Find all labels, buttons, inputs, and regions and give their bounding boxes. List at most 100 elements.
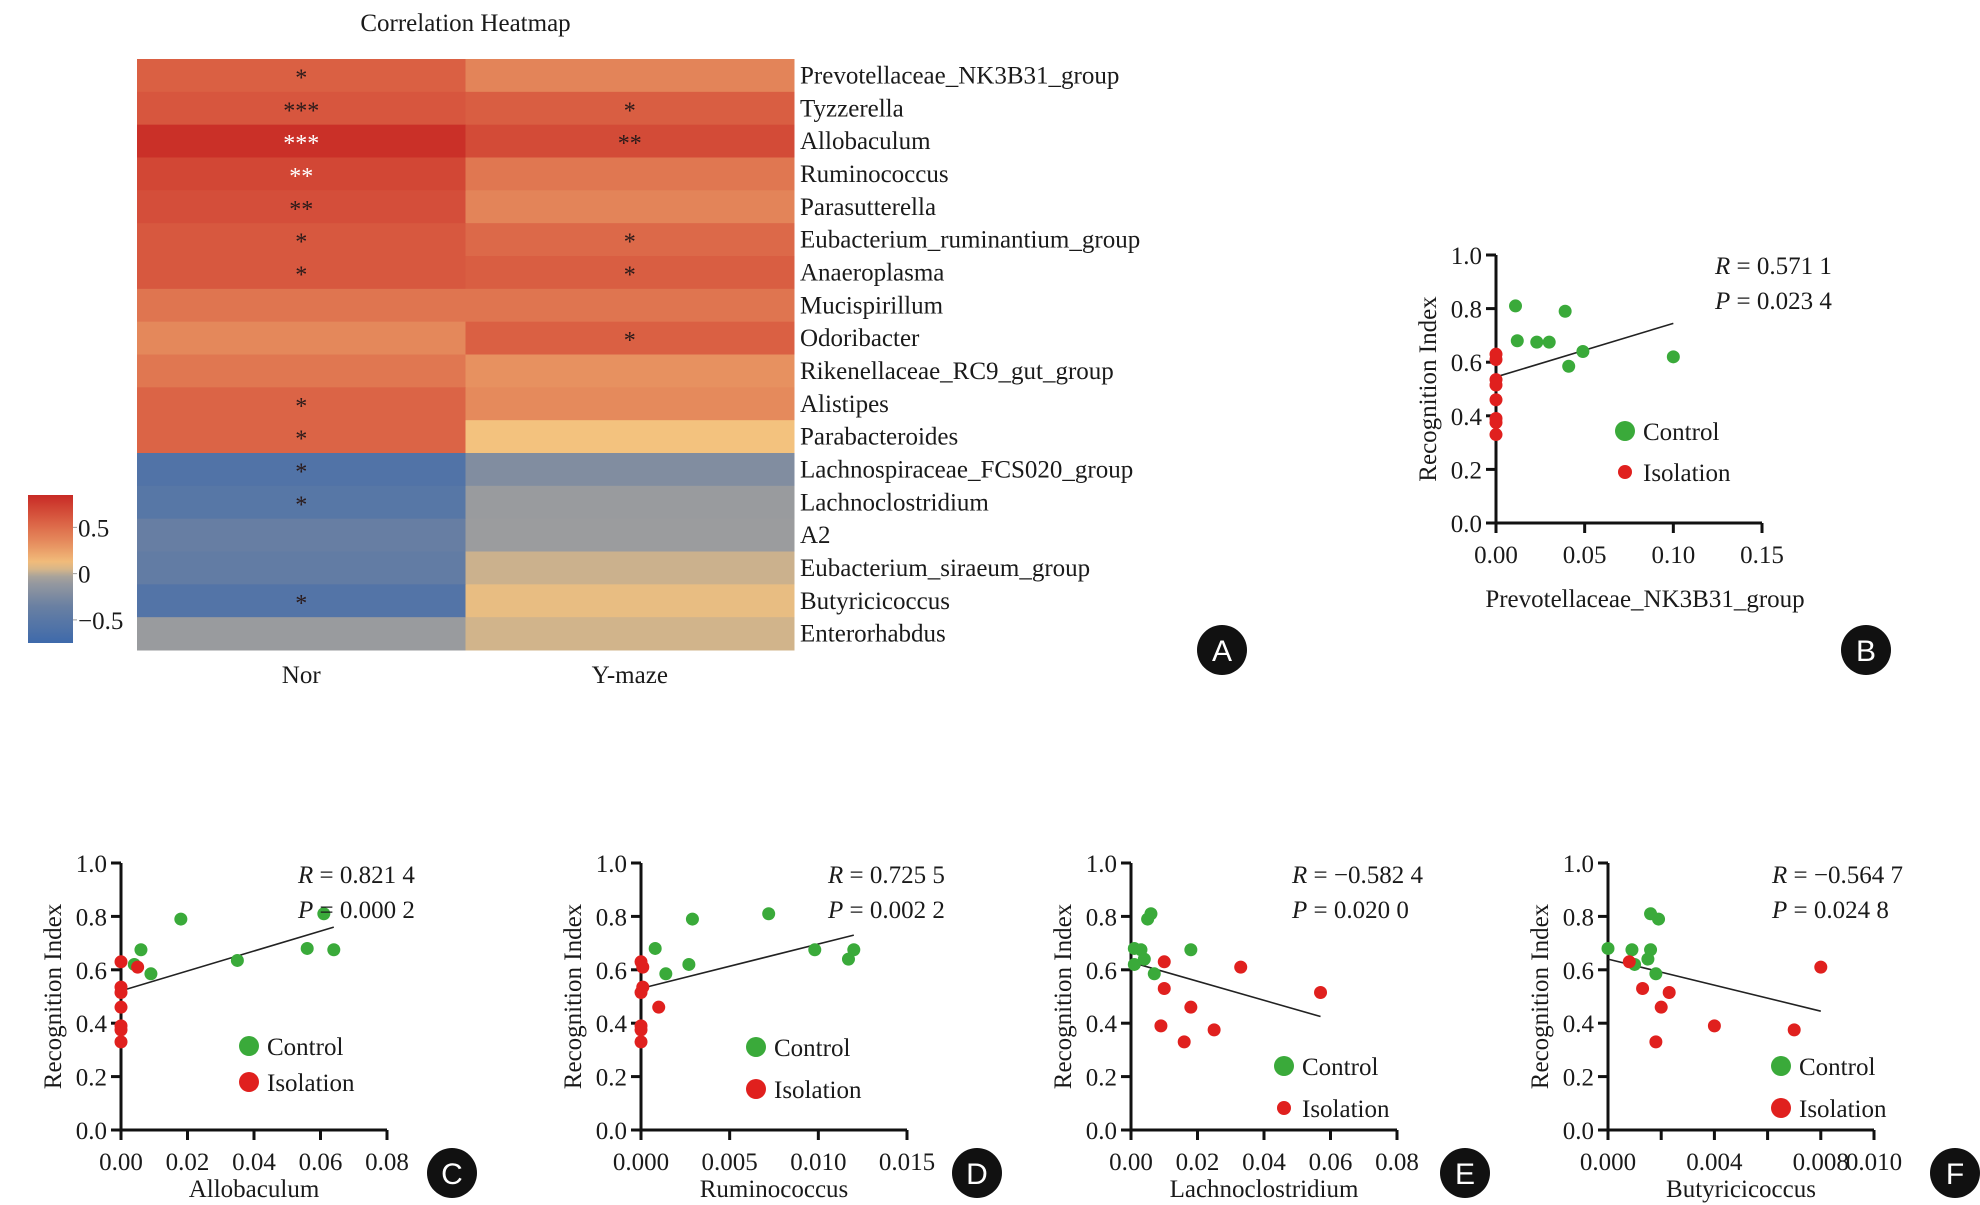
isolation-data-point [1707,1019,1721,1033]
r-symbol: R [1291,862,1307,889]
isolation-data-point [652,1000,666,1014]
panel-badge-label: A [1212,635,1232,668]
control-data-point [1625,943,1639,957]
x-axis-label: Prevotellaceae_NK3B31_group [1485,586,1804,613]
p-symbol: P [297,897,313,924]
control-data-point [134,943,148,957]
significance-marker: * [295,262,307,288]
panel-badge-label: E [1455,1158,1475,1191]
control-data-point [174,912,188,926]
control-data-point [659,967,673,981]
heatmap-cell [137,288,466,323]
control-data-point [1147,967,1161,981]
p-value: = 0.023 4 [1730,288,1832,315]
x-tick-label: 0.010 [1846,1149,1902,1176]
significance-marker: * [624,262,636,288]
heatmap-cell [465,420,795,454]
p-value-label: P = 0.024 8 [1771,897,1889,924]
heatmap-cell [137,157,466,191]
control-data-point [300,941,314,955]
y-axis-label: Recognition Index [1050,903,1077,1089]
significance-marker: * [295,591,307,617]
control-data-point [1184,943,1198,957]
heatmap-column-label: Nor [282,662,322,689]
r-value: = −0.564 7 [1787,862,1903,889]
heatmap-row-label: Prevotellaceae_NK3B31_group [800,62,1119,89]
panel-badge-f [1930,1148,1980,1198]
heatmap-row-label: Parabacteroides [800,424,958,451]
r-value-label: R = 0.725 5 [827,862,945,889]
x-tick-label: 0.05 [1563,542,1607,569]
heatmap-cell [137,453,466,487]
y-tick-label: 0.4 [596,1011,628,1038]
r-value-label: R = 0.571 1 [1714,253,1832,280]
heatmap-cell [465,321,795,355]
r-symbol: R [1714,253,1730,280]
significance-marker: * [624,328,636,354]
isolation-data-point [1814,960,1828,974]
isolation-data-point [1489,378,1503,392]
heatmap-row-label: Parasutterella [800,194,936,221]
y-tick-label: 0.0 [1563,1118,1594,1145]
isolation-data-point [634,985,648,999]
y-tick-label: 0.6 [1451,350,1482,377]
heatmap-cell [465,256,795,290]
heatmap-row-label: Alistipes [800,391,889,418]
y-tick-label: 0.6 [76,958,107,985]
y-tick-label: 0.0 [1086,1118,1117,1145]
y-tick-label: 0.2 [1086,1065,1117,1092]
p-value-label: P = 0.002 2 [827,897,945,924]
isolation-data-point [1489,416,1503,429]
p-symbol: P [827,897,843,924]
legend-isolation-marker [239,1072,259,1092]
r-symbol: R [297,862,313,889]
heatmap-cell [465,223,795,257]
isolation-data-point [1662,985,1676,999]
isolation-data-point [634,1023,648,1037]
legend-control-marker [1615,421,1635,441]
isolation-data-point [114,1023,128,1037]
heatmap-cell [465,157,795,191]
p-symbol: P [1291,897,1307,924]
x-axis-label: Ruminococcus [700,1176,849,1203]
heatmap-row-label: Allobaculum [800,128,931,155]
isolation-data-point [114,1000,128,1014]
legend-control-label: Control [1302,1054,1378,1081]
y-tick-label: 0.8 [1086,904,1117,931]
panel-badge-e [1440,1148,1490,1198]
heatmap-cell [137,420,466,454]
significance-marker: ** [289,197,313,223]
regression-line [1607,958,1821,1012]
x-tick-label: 0.06 [299,1149,343,1176]
control-data-point [648,941,662,955]
isolation-data-point [1622,955,1636,969]
x-tick-label: 0.02 [166,1149,210,1176]
control-data-point [762,907,776,921]
heatmap-cell [465,584,795,618]
x-tick-label: 0.10 [1651,542,1695,569]
y-tick-label: 0.8 [596,904,627,931]
x-tick-label: 0.04 [1242,1149,1286,1176]
x-tick-label: 0.00 [99,1149,143,1176]
control-data-point [1144,907,1158,921]
y-tick-label: 0.4 [76,1011,108,1038]
significance-marker: ** [289,164,313,190]
heatmap-row-label: Butyricicoccus [800,588,950,615]
significance-marker: * [295,492,307,518]
isolation-data-point [634,1035,648,1049]
heatmap-cell [137,354,466,388]
y-tick-label: 0.8 [1563,904,1594,931]
legend-control-marker [239,1036,259,1056]
y-tick-label: 1.0 [596,851,627,878]
isolation-data-point [1234,960,1248,974]
r-value-label: R = −0.564 7 [1771,862,1903,889]
r-value-label: R = 0.821 4 [297,862,415,889]
heatmap-cell [465,59,795,93]
x-tick-label: 0.15 [1740,542,1784,569]
heatmap-row-label: Enterorhabdus [800,621,946,648]
x-tick-label: 0.08 [365,1149,409,1176]
y-tick-label: 0.0 [596,1118,627,1145]
y-axis-label: Recognition Index [560,903,587,1089]
